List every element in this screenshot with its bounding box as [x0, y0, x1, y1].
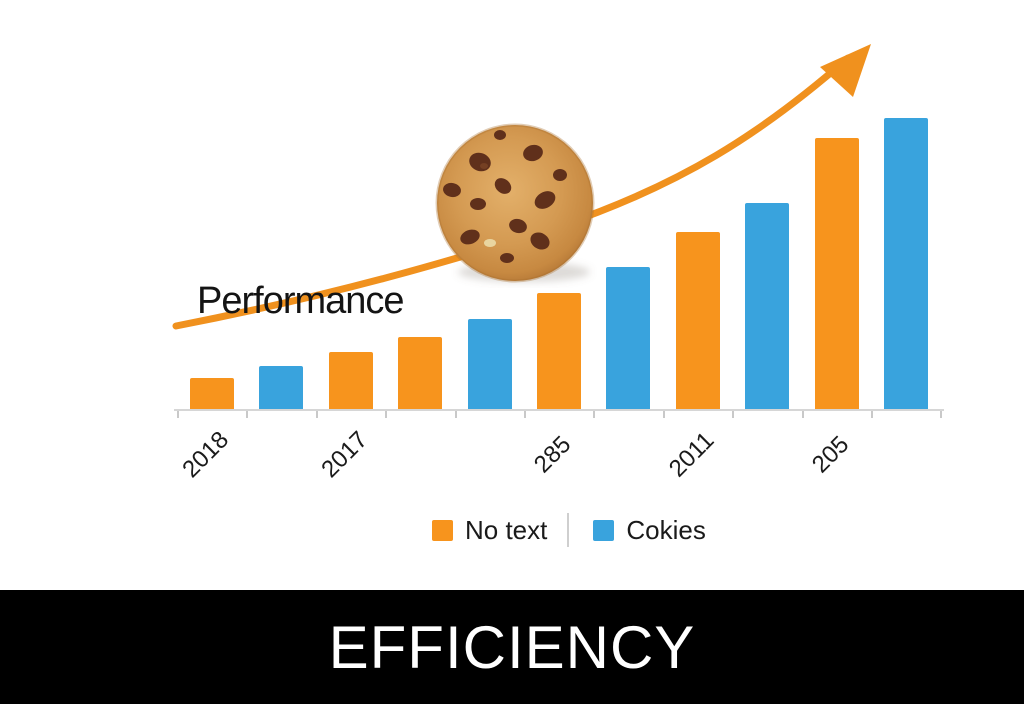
x-tick-label: 2017 [316, 426, 373, 484]
x-tick-label: 285 [528, 430, 577, 479]
x-tick-label: 205 [806, 430, 854, 479]
axis-tick [593, 411, 596, 418]
bar [467, 319, 512, 410]
bottom-banner: EFFICIENCY [0, 590, 1024, 704]
axis-tick [454, 411, 457, 418]
legend-swatch-orange [432, 519, 453, 541]
x-tick-label: 2018 [177, 426, 235, 484]
axis-tick [732, 411, 735, 418]
bar [675, 232, 720, 410]
performance-label: Performance [197, 280, 405, 322]
legend-label-blue: Cokies [626, 514, 706, 545]
axis-tick [246, 411, 249, 418]
bar [537, 293, 581, 410]
x-axis-line [174, 409, 944, 411]
bar [814, 138, 859, 410]
axis-tick [801, 411, 804, 418]
bar [398, 337, 443, 410]
legend-divider [567, 513, 570, 547]
chart-legend: No text Cokies [432, 513, 706, 547]
legend-label-orange: No text [465, 514, 548, 545]
legend-swatch-blue [593, 519, 615, 541]
axis-tick [524, 411, 526, 418]
banner-title: EFFICIENCY [328, 613, 696, 681]
cookie-image [435, 123, 595, 283]
axis-tick [662, 411, 665, 418]
axis-tick [315, 411, 318, 418]
axis-tick [940, 411, 943, 418]
bar [884, 118, 928, 410]
axis-tick [177, 411, 179, 418]
x-tick-label: 2011 [663, 426, 720, 483]
bar [328, 352, 373, 410]
bar [606, 267, 651, 410]
bar [259, 366, 304, 410]
bar [745, 203, 790, 410]
bar [190, 378, 234, 410]
axis-tick [385, 411, 388, 418]
axis-tick [871, 411, 873, 418]
